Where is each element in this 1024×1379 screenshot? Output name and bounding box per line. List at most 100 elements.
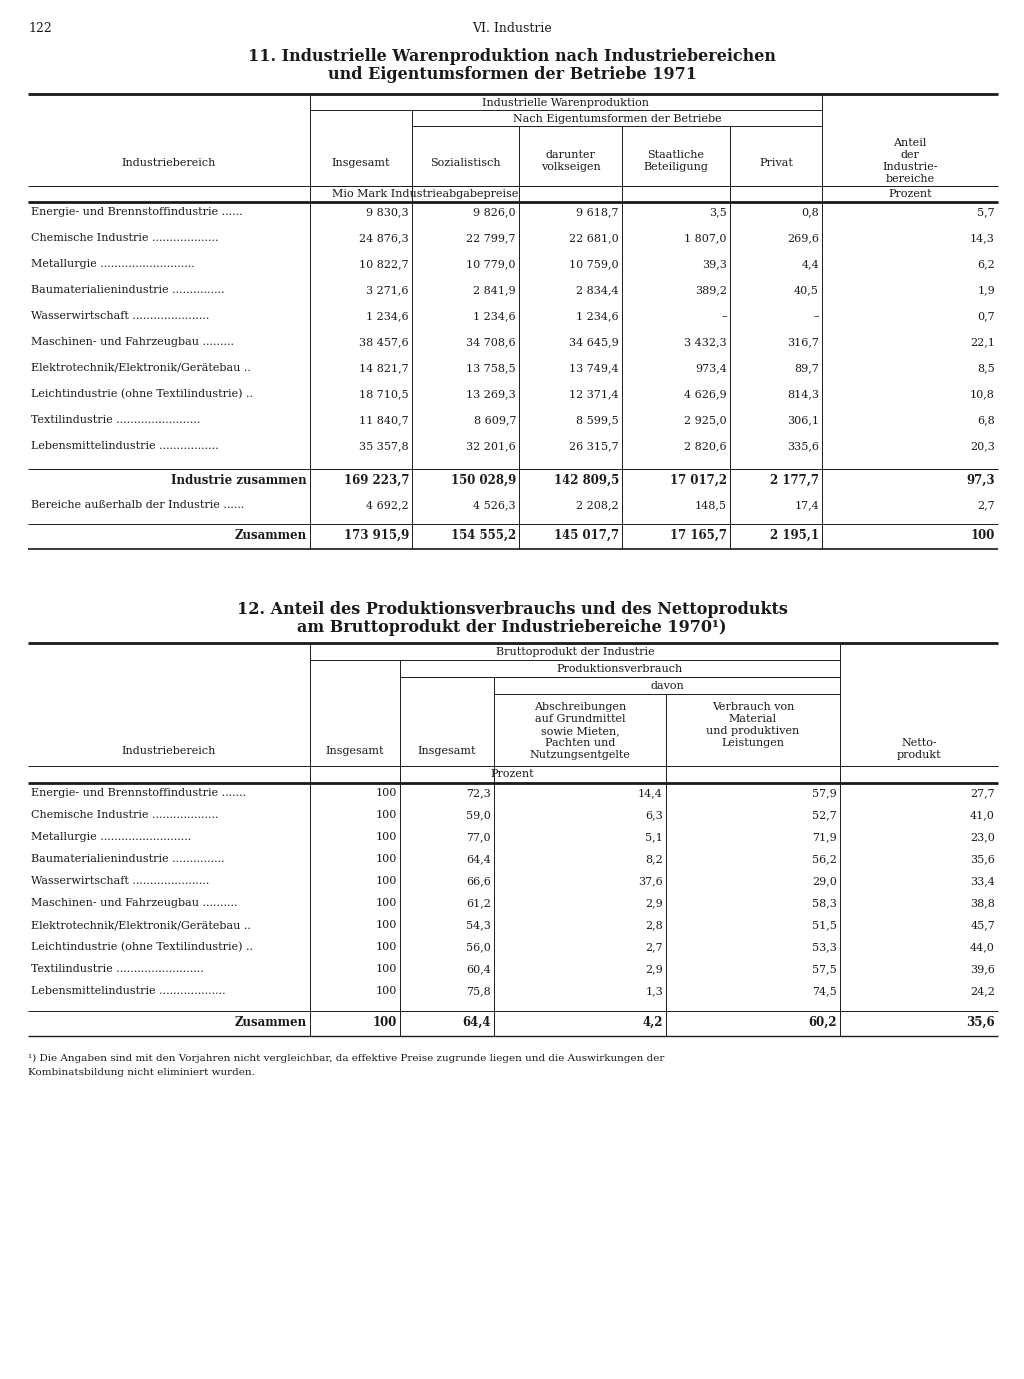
Text: 71,9: 71,9 (812, 832, 837, 843)
Text: 52,7: 52,7 (812, 809, 837, 821)
Text: 22 681,0: 22 681,0 (569, 233, 618, 243)
Text: 13 269,3: 13 269,3 (466, 389, 516, 399)
Text: der: der (900, 150, 920, 160)
Text: Elektrotechnik/Elektronik/Gerätebau ..: Elektrotechnik/Elektronik/Gerätebau .. (31, 363, 251, 372)
Text: 2,9: 2,9 (645, 964, 663, 974)
Text: 4 526,3: 4 526,3 (473, 501, 516, 510)
Text: 2 841,9: 2 841,9 (473, 285, 516, 295)
Text: 10,8: 10,8 (970, 389, 995, 399)
Text: Anteil: Anteil (893, 138, 927, 148)
Text: 2,9: 2,9 (645, 898, 663, 907)
Text: 44,0: 44,0 (970, 942, 995, 952)
Text: 10 822,7: 10 822,7 (359, 259, 409, 269)
Text: 18 710,5: 18 710,5 (359, 389, 409, 399)
Text: Energie- und Brennstoffindustrie .......: Energie- und Brennstoffindustrie ....... (31, 787, 246, 798)
Text: 12. Anteil des Produktionsverbrauchs und des Nettoprodukts: 12. Anteil des Produktionsverbrauchs und… (237, 601, 787, 618)
Text: –: – (813, 312, 819, 321)
Text: 100: 100 (376, 832, 397, 843)
Text: Nach Eigentumsformen der Betriebe: Nach Eigentumsformen der Betriebe (513, 114, 721, 124)
Text: 35,6: 35,6 (967, 1016, 995, 1029)
Text: 0,7: 0,7 (977, 312, 995, 321)
Text: 14 821,7: 14 821,7 (359, 363, 409, 372)
Text: Zusammen: Zusammen (234, 1016, 307, 1029)
Text: Leistungen: Leistungen (722, 738, 784, 747)
Text: 100: 100 (376, 986, 397, 996)
Text: 5,1: 5,1 (645, 832, 663, 843)
Text: Elektrotechnik/Elektronik/Gerätebau ..: Elektrotechnik/Elektronik/Gerätebau .. (31, 920, 251, 929)
Text: 40,5: 40,5 (795, 285, 819, 295)
Text: sowie Mieten,: sowie Mieten, (541, 725, 620, 736)
Text: 335,6: 335,6 (787, 441, 819, 451)
Text: 8 599,5: 8 599,5 (577, 415, 618, 425)
Text: und Eigentumsformen der Betriebe 1971: und Eigentumsformen der Betriebe 1971 (328, 66, 696, 83)
Text: 269,6: 269,6 (787, 233, 819, 243)
Text: 1 234,6: 1 234,6 (367, 312, 409, 321)
Text: 973,4: 973,4 (695, 363, 727, 372)
Text: 72,3: 72,3 (466, 787, 490, 798)
Text: 75,8: 75,8 (466, 986, 490, 996)
Text: Baumaterialienindustrie ...............: Baumaterialienindustrie ............... (31, 854, 224, 865)
Text: 1 234,6: 1 234,6 (473, 312, 516, 321)
Text: 56,0: 56,0 (466, 942, 490, 952)
Text: 1,9: 1,9 (977, 285, 995, 295)
Text: Leichtindustrie (ohne Textilindustrie) ..: Leichtindustrie (ohne Textilindustrie) .… (31, 942, 253, 953)
Text: 2 195,1: 2 195,1 (770, 530, 819, 542)
Text: Pachten und: Pachten und (545, 738, 615, 747)
Text: Metallurgie ..........................: Metallurgie .......................... (31, 832, 191, 843)
Text: 100: 100 (376, 854, 397, 865)
Text: 5,7: 5,7 (977, 207, 995, 217)
Text: 41,0: 41,0 (970, 809, 995, 821)
Text: Nutzungsentgelte: Nutzungsentgelte (529, 750, 631, 760)
Text: 814,3: 814,3 (787, 389, 819, 399)
Text: Prozent: Prozent (490, 769, 534, 779)
Text: Baumaterialienindustrie ...............: Baumaterialienindustrie ............... (31, 285, 224, 295)
Text: 145 017,7: 145 017,7 (554, 530, 618, 542)
Text: 8,5: 8,5 (977, 363, 995, 372)
Text: 100: 100 (376, 809, 397, 821)
Text: Netto-: Netto- (901, 738, 937, 747)
Text: 38 457,6: 38 457,6 (359, 336, 409, 348)
Text: 1 234,6: 1 234,6 (577, 312, 618, 321)
Text: 13 749,4: 13 749,4 (569, 363, 618, 372)
Text: produkt: produkt (897, 750, 941, 760)
Text: 35,6: 35,6 (970, 854, 995, 865)
Text: 100: 100 (376, 787, 397, 798)
Text: 1,3: 1,3 (645, 986, 663, 996)
Text: VI. Industrie: VI. Industrie (472, 22, 552, 34)
Text: 66,6: 66,6 (466, 876, 490, 885)
Text: 3 432,3: 3 432,3 (684, 336, 727, 348)
Text: 29,0: 29,0 (812, 876, 837, 885)
Text: 4,4: 4,4 (801, 259, 819, 269)
Text: 24 876,3: 24 876,3 (359, 233, 409, 243)
Text: 17 165,7: 17 165,7 (670, 530, 727, 542)
Text: Sozialistisch: Sozialistisch (430, 159, 501, 168)
Text: 39,3: 39,3 (702, 259, 727, 269)
Text: 54,3: 54,3 (466, 920, 490, 929)
Text: 316,7: 316,7 (787, 336, 819, 348)
Text: 306,1: 306,1 (787, 415, 819, 425)
Text: 142 809,5: 142 809,5 (554, 474, 618, 487)
Text: Privat: Privat (759, 159, 793, 168)
Text: Energie- und Brennstoffindustrie ......: Energie- und Brennstoffindustrie ...... (31, 207, 243, 217)
Text: 100: 100 (376, 898, 397, 907)
Text: Prozent: Prozent (888, 189, 932, 199)
Text: 12 371,4: 12 371,4 (569, 389, 618, 399)
Text: 64,4: 64,4 (463, 1016, 490, 1029)
Text: 3,5: 3,5 (710, 207, 727, 217)
Text: 4,2: 4,2 (642, 1016, 663, 1029)
Text: 100: 100 (376, 942, 397, 952)
Text: bereiche: bereiche (886, 174, 935, 183)
Text: Chemische Industrie ...................: Chemische Industrie ................... (31, 233, 218, 243)
Text: Zusammen: Zusammen (234, 530, 307, 542)
Text: 64,4: 64,4 (466, 854, 490, 865)
Text: darunter: darunter (546, 150, 595, 160)
Text: auf Grundmittel: auf Grundmittel (535, 714, 626, 724)
Text: 8,2: 8,2 (645, 854, 663, 865)
Text: 60,2: 60,2 (808, 1016, 837, 1029)
Text: 2 820,6: 2 820,6 (684, 441, 727, 451)
Text: 51,5: 51,5 (812, 920, 837, 929)
Text: 59,0: 59,0 (466, 809, 490, 821)
Text: 14,4: 14,4 (638, 787, 663, 798)
Text: Wasserwirtschaft ......................: Wasserwirtschaft ...................... (31, 876, 209, 885)
Text: 26 315,7: 26 315,7 (569, 441, 618, 451)
